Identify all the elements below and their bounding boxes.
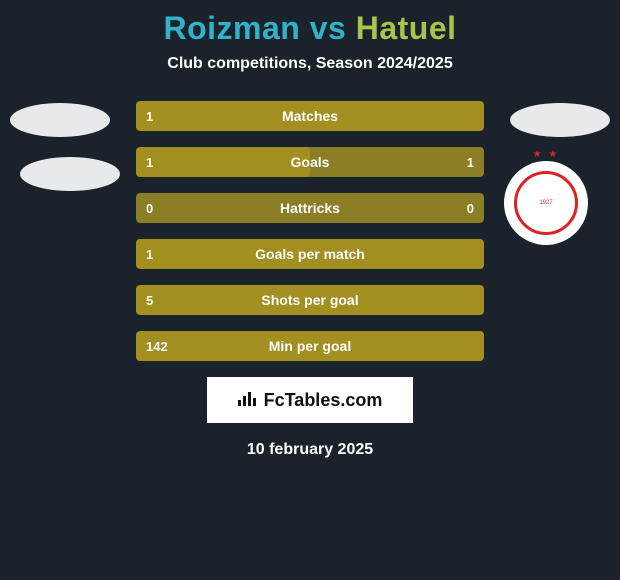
crest-inner: 1927 <box>514 171 578 235</box>
bar-label: Goals per match <box>136 239 484 269</box>
bar-label: Goals <box>136 147 484 177</box>
player-left-name: Roizman <box>163 10 300 46</box>
page-title: Roizman vs Hatuel <box>0 0 620 47</box>
bar-label: Min per goal <box>136 331 484 361</box>
vs-text: vs <box>300 10 355 46</box>
subtitle: Club competitions, Season 2024/2025 <box>0 55 620 73</box>
stat-bars: 1Matches 11Goals 00Hattricks 1Goals per mat… <box>136 101 484 361</box>
bar-label: Matches <box>136 101 484 131</box>
stat-row: 1Goals per match <box>136 239 484 269</box>
crest-year: 1927 <box>539 200 552 206</box>
bar-label: Shots per goal <box>136 285 484 315</box>
comparison-arena: ★ ★ 1927 1Matches 11Goals 00Hattricks 1Goal… <box>0 101 620 361</box>
stat-row: 142Min per goal <box>136 331 484 361</box>
player-right-badge-1 <box>510 103 610 137</box>
stat-row: 5Shots per goal <box>136 285 484 315</box>
watermark-text: FcTables.com <box>264 390 383 411</box>
player-right-name: Hatuel <box>356 10 457 46</box>
stat-row: 1Matches <box>136 101 484 131</box>
footer-date: 10 february 2025 <box>0 441 620 459</box>
player-left-badge-1 <box>10 103 110 137</box>
stat-row: 00Hattricks <box>136 193 484 223</box>
crest-stars: ★ ★ <box>533 149 560 160</box>
watermark: FcTables.com <box>207 377 413 423</box>
player-left-badge-2 <box>20 157 120 191</box>
stat-row: 11Goals <box>136 147 484 177</box>
chart-icon <box>238 390 258 411</box>
club-crest: ★ ★ 1927 <box>504 161 588 245</box>
bar-label: Hattricks <box>136 193 484 223</box>
